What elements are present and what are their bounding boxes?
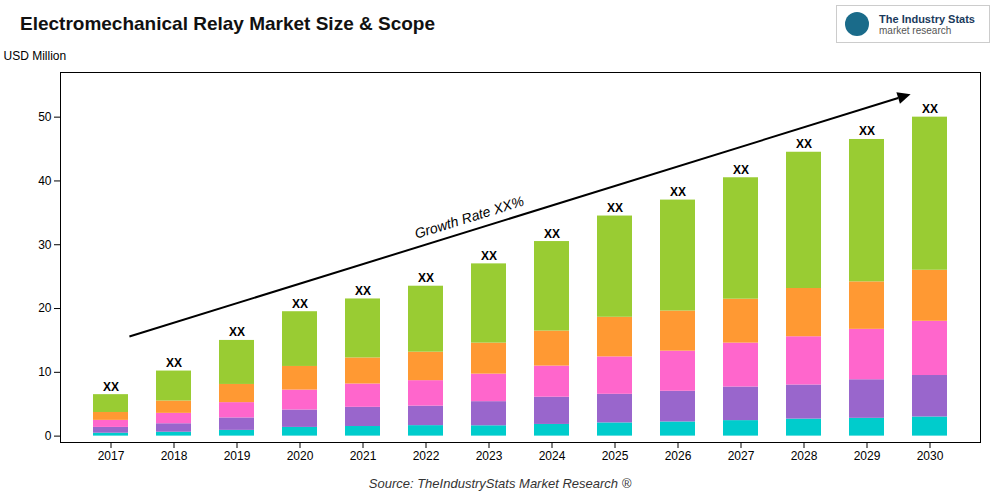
svg-text:2029: 2029 (854, 449, 881, 463)
svg-text:2020: 2020 (287, 449, 314, 463)
svg-text:2025: 2025 (602, 449, 629, 463)
svg-text:XX: XX (355, 284, 371, 298)
svg-text:2024: 2024 (539, 449, 566, 463)
html-text:The Industry Stats: The Industry Stats (879, 12, 975, 25)
svg-text:XX: XX (607, 201, 623, 215)
svg-text:2017: 2017 (98, 449, 125, 463)
svg-text:XX: XX (103, 380, 119, 394)
svg-text:10: 10 (38, 365, 52, 379)
svg-text:50: 50 (38, 110, 52, 124)
svg-text:2021: 2021 (350, 449, 377, 463)
svg-text:XX: XX (481, 249, 497, 263)
svg-text:0: 0 (45, 429, 52, 443)
svg-text:2028: 2028 (791, 449, 818, 463)
svg-text:Growth Rate XX%: Growth Rate XX% (413, 193, 526, 242)
svg-text:XX: XX (292, 297, 308, 311)
svg-text:2022: 2022 (413, 449, 440, 463)
svg-text:2026: 2026 (665, 449, 692, 463)
svg-text:USD Million: USD Million (4, 49, 67, 63)
svg-text:XX: XX (922, 102, 938, 116)
svg-text:2019: 2019 (224, 449, 251, 463)
svg-text:XX: XX (796, 137, 812, 151)
svg-text:2027: 2027 (728, 449, 755, 463)
svg-text:2023: 2023 (476, 449, 503, 463)
svg-text:XX: XX (166, 356, 182, 370)
svg-text:XX: XX (859, 124, 875, 138)
svg-text:40: 40 (38, 174, 52, 188)
html-text:market research: market research (879, 24, 952, 36)
svg-text:2018: 2018 (161, 449, 188, 463)
html-text:Electromechanical Relay Market: Electromechanical Relay Market Size & Sc… (20, 13, 435, 34)
svg-text:20: 20 (38, 301, 52, 315)
html-text:Source: TheIndustryStats Marke: Source: TheIndustryStats Market Research… (368, 476, 632, 491)
svg-text:30: 30 (38, 238, 52, 252)
svg-text:2030: 2030 (917, 449, 944, 463)
svg-text:XX: XX (229, 325, 245, 339)
svg-text:XX: XX (544, 227, 560, 241)
svg-text:XX: XX (733, 163, 749, 177)
svg-text:XX: XX (418, 271, 434, 285)
svg-text:XX: XX (670, 185, 686, 199)
